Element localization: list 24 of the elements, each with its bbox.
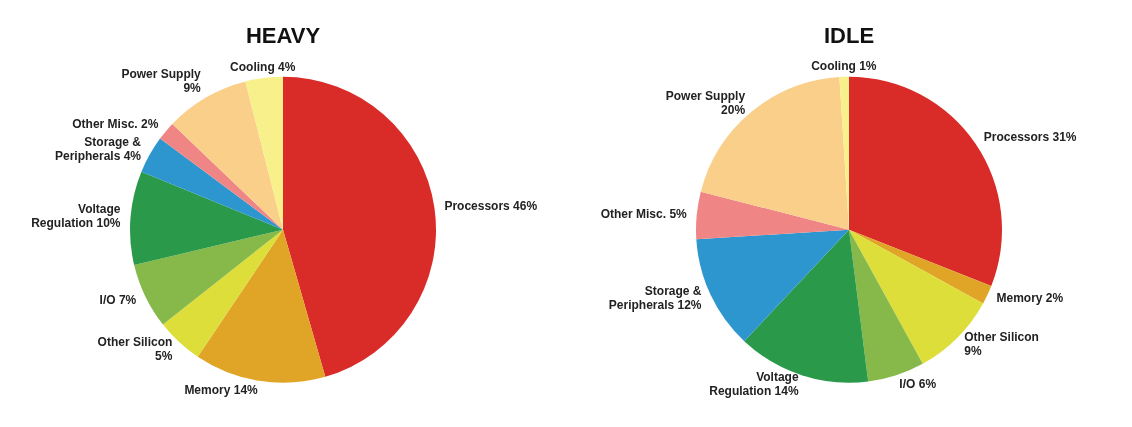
slice-label: I/O 7%: [99, 293, 137, 308]
slice-label: Cooling 1%: [811, 59, 877, 74]
slice-label: Other Misc. 2%: [72, 117, 159, 132]
slice-label: Voltage Regulation 10%: [31, 202, 121, 231]
slice-label: Memory 14%: [184, 383, 259, 398]
slice-label: Processors 31%: [983, 130, 1077, 145]
slice-label: Power Supply: [121, 67, 202, 82]
slice-label: I/O 6%: [899, 377, 937, 392]
data-label: 9%: [183, 81, 202, 96]
chart-title: HEAVY: [245, 23, 321, 49]
slice-label: Other Silicon: [964, 330, 1039, 345]
data-label: 20%: [721, 103, 746, 118]
slice-label: Storage & Peripherals 4%: [54, 134, 142, 163]
slice-label: Processors 46%: [444, 199, 538, 214]
slice-label: Memory 2%: [996, 291, 1064, 306]
data-label: 9%: [964, 344, 982, 359]
slice-label: Other Misc. 5%: [600, 206, 688, 221]
slice-label: Power Supply: [665, 89, 746, 104]
data-label: 5%: [154, 348, 173, 363]
slice-label: Cooling 4%: [230, 60, 296, 75]
chart-title: IDLE: [823, 23, 875, 49]
slice-label: Voltage Regulation 14%: [709, 370, 799, 399]
slice-label: Other Silicon: [97, 334, 173, 349]
slice-label: Storage & Peripherals 12%: [608, 284, 702, 313]
